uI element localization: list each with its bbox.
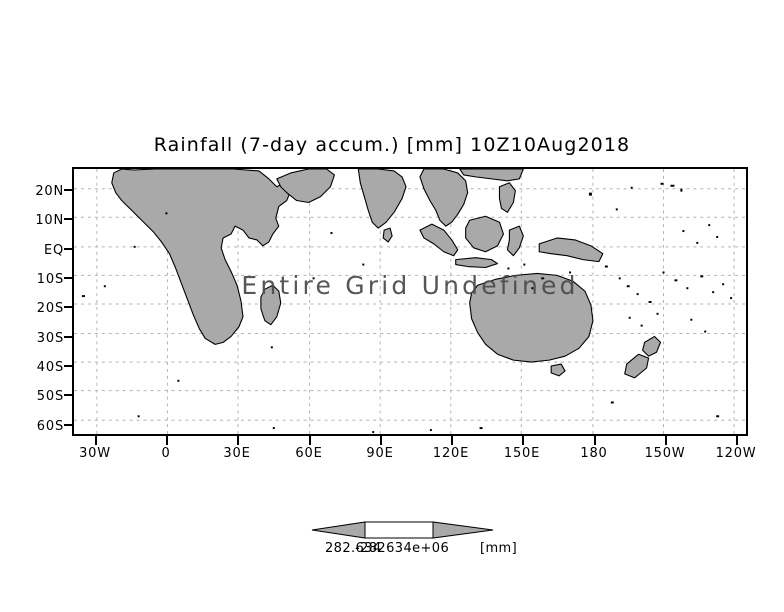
colorbar-graphic: [311, 521, 494, 539]
land-arabia: [276, 169, 335, 204]
y-tick-label-30S: 30S: [36, 331, 64, 346]
y-tick-mark: [64, 248, 73, 250]
x-tick-label-150W: 150W: [644, 446, 686, 461]
land-philippines: [498, 182, 516, 213]
land-indochina: [419, 169, 469, 227]
x-tick-mark: [736, 436, 738, 445]
y-tick-label-10S: 10S: [36, 272, 64, 287]
landmass-group: [111, 169, 662, 379]
x-tick-label-0: 0: [161, 446, 171, 461]
x-tick-mark: [665, 436, 667, 445]
x-tick-mark: [166, 436, 168, 445]
land-sumatra: [419, 223, 459, 257]
x-tick-label-30E: 30E: [223, 446, 251, 461]
y-tick-label-40S: 40S: [36, 360, 64, 375]
colorbar-units-label: [mm]: [480, 541, 518, 556]
land-new-zealand-south: [624, 353, 650, 379]
x-tick-label-30W: 30W: [79, 446, 111, 461]
colorbar-low-extend: [311, 521, 366, 539]
y-tick-label-20S: 20S: [36, 301, 64, 316]
y-tick-mark: [64, 306, 73, 308]
colorbar-high-extend: [432, 521, 494, 539]
x-tick-mark: [522, 436, 524, 445]
colorbar-tick-label-high: -282634e+06: [355, 541, 450, 556]
colorbar: 282.634 -282634e+06 [mm]: [295, 515, 517, 575]
y-tick-mark: [64, 394, 73, 396]
land-sulawesi: [506, 225, 524, 257]
x-tick-mark: [451, 436, 453, 445]
x-tick-mark: [380, 436, 382, 445]
x-tick-mark: [309, 436, 311, 445]
y-tick-label-50S: 50S: [36, 389, 64, 404]
x-tick-label-60E: 60E: [295, 446, 323, 461]
x-tick-label-150E: 150E: [503, 446, 541, 461]
land-australia: [469, 272, 594, 363]
land-new-zealand-north: [642, 335, 662, 357]
x-tick-label-180: 180: [580, 446, 608, 461]
land-borneo: [465, 215, 504, 253]
land-java: [455, 257, 499, 269]
x-tick-mark: [95, 436, 97, 445]
x-tick-label-120E: 120E: [432, 446, 470, 461]
x-tick-mark: [237, 436, 239, 445]
x-tick-mark: [594, 436, 596, 445]
land-east-asia: [459, 169, 524, 182]
colorbar-tick-label-low: 282.634: [325, 541, 382, 556]
world-map-graphic: [74, 169, 746, 434]
y-tick-mark: [64, 365, 73, 367]
land-madagascar: [260, 284, 282, 326]
y-tick-mark: [64, 336, 73, 338]
y-tick-label-10N: 10N: [35, 213, 64, 228]
land-india: [357, 169, 407, 229]
colorbar-segment-mid: [364, 521, 434, 539]
land-srilanka: [382, 227, 393, 243]
land-new-guinea: [538, 237, 604, 263]
page-title: Rainfall (7-day accum.) [mm] 10Z10Aug201…: [153, 134, 631, 156]
map-plot-area: Entire Grid Undefined: [72, 167, 748, 436]
island-specks: [81, 182, 733, 434]
x-tick-label-120W: 120W: [715, 446, 757, 461]
y-tick-label-60S: 60S: [36, 419, 64, 434]
y-tick-mark: [64, 218, 73, 220]
y-tick-label-EQ: EQ: [43, 243, 64, 258]
y-tick-mark: [64, 277, 73, 279]
y-tick-label-20N: 20N: [35, 184, 64, 199]
y-tick-mark: [64, 424, 73, 426]
y-tick-mark: [64, 189, 73, 191]
land-tasmania: [550, 363, 566, 377]
x-tick-label-90E: 90E: [366, 446, 394, 461]
